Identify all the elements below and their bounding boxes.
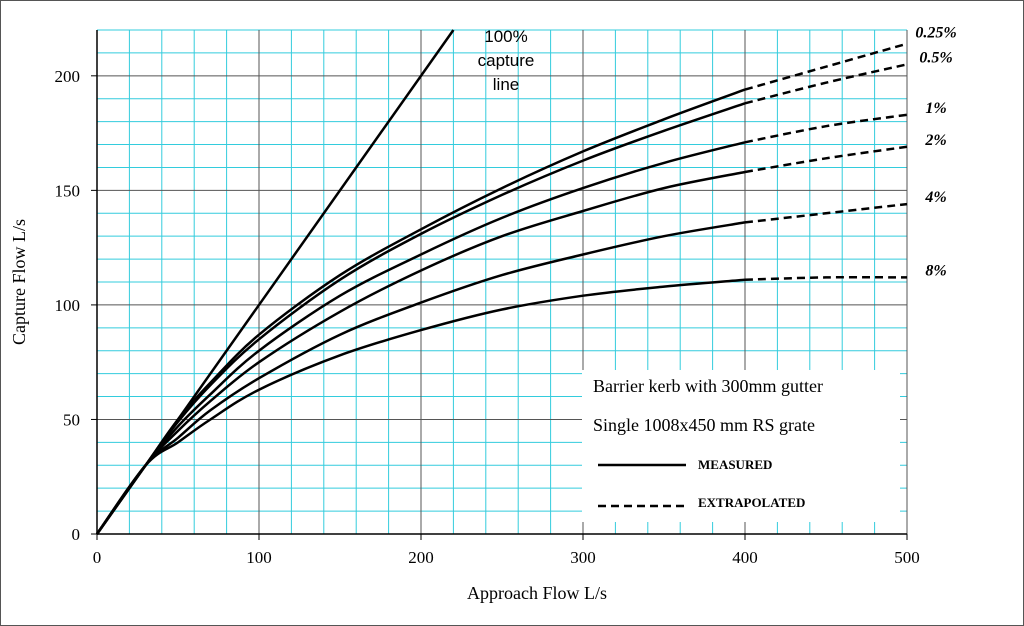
annotation-line-2: Single 1008x450 mm RS grate bbox=[593, 415, 815, 435]
tick-labels: 0 100 200 300 400 500 0 50 100 150 200 bbox=[55, 67, 920, 567]
capture-line-label: 100% capture line bbox=[478, 27, 535, 94]
series-measured-0-5pct bbox=[95, 102, 746, 535]
series-label-1pct: 1% bbox=[925, 100, 946, 117]
series-extrapolated-0-5pct bbox=[744, 63, 908, 105]
series-extrapolated-8pct bbox=[744, 275, 908, 281]
series-label-4pct: 4% bbox=[924, 189, 946, 206]
series-extrapolated-2pct bbox=[744, 145, 908, 174]
series-measured-1pct bbox=[95, 141, 746, 535]
series-lines bbox=[95, 29, 908, 535]
y-tick-label: 0 bbox=[72, 525, 81, 544]
y-axis-label: Capture Flow L/s bbox=[9, 219, 29, 345]
series-extrapolated-1pct bbox=[744, 113, 908, 144]
axes bbox=[91, 30, 908, 540]
x-tick-label: 300 bbox=[570, 548, 596, 567]
y-tick-label: 100 bbox=[55, 296, 81, 315]
series-label-0-25pct: 0.25% bbox=[915, 25, 956, 42]
series-label-8pct: 8% bbox=[925, 262, 946, 279]
x-axis-label: Approach Flow L/s bbox=[467, 583, 607, 603]
series-extrapolated-4pct bbox=[744, 202, 908, 224]
x-tick-label: 400 bbox=[732, 548, 758, 567]
annotation-background bbox=[582, 370, 900, 522]
x-tick-label: 100 bbox=[246, 548, 272, 567]
series-measured-2pct bbox=[95, 170, 746, 535]
grid bbox=[97, 29, 908, 534]
series-label-0-5pct: 0.5% bbox=[919, 49, 952, 66]
legend-measured-label: MEASURED bbox=[698, 457, 772, 472]
series-extrapolated-0-25pct bbox=[744, 42, 908, 91]
series-measured-4pct bbox=[95, 221, 746, 535]
series-measured-8pct bbox=[95, 278, 746, 535]
y-tick-label: 150 bbox=[55, 181, 81, 200]
series-labels: 0.25% 0.5% 1% 2% 4% 8% bbox=[915, 25, 956, 280]
series-label-2pct: 2% bbox=[924, 132, 946, 149]
y-tick-label: 50 bbox=[63, 410, 80, 429]
y-tick-label: 200 bbox=[55, 67, 81, 86]
capture-line-label-2: capture bbox=[478, 51, 535, 70]
capture-line-label-3: line bbox=[493, 75, 519, 94]
x-tick-label: 200 bbox=[408, 548, 434, 567]
x-tick-label: 500 bbox=[894, 548, 920, 567]
x-tick-label: 0 bbox=[93, 548, 102, 567]
annotation-line-1: Barrier kerb with 300mm gutter bbox=[593, 376, 823, 396]
legend-extrapolated-label: EXTRAPOLATED bbox=[698, 495, 805, 510]
capture-line-label-1: 100% bbox=[484, 27, 527, 46]
